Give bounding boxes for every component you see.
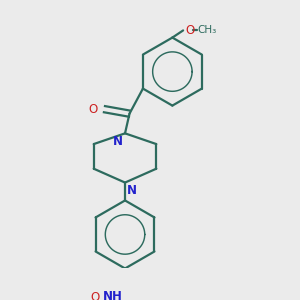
Text: N: N bbox=[113, 135, 123, 148]
Text: N: N bbox=[127, 184, 137, 197]
Text: O: O bbox=[185, 24, 194, 37]
Text: O: O bbox=[90, 291, 99, 300]
Text: CH₃: CH₃ bbox=[197, 26, 217, 35]
Text: O: O bbox=[88, 103, 97, 116]
Text: NH: NH bbox=[103, 290, 123, 300]
